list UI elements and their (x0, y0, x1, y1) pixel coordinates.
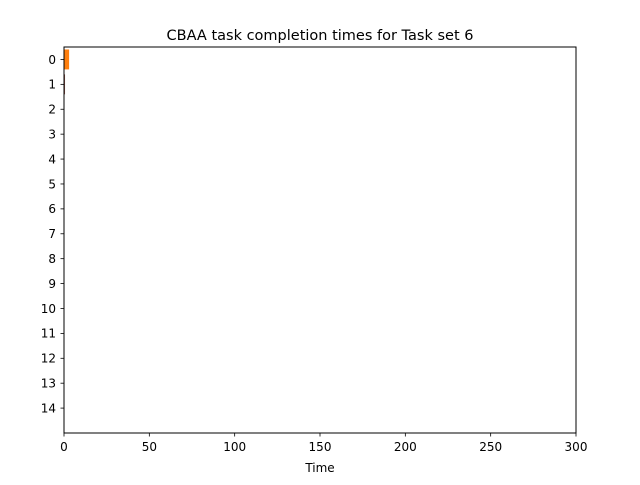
y-tick-label: 3 (48, 127, 56, 141)
bar-task-1 (64, 74, 66, 95)
y-tick-label: 5 (48, 177, 56, 191)
y-tick-label: 2 (48, 103, 56, 117)
bars-layer (64, 49, 70, 95)
y-tick-label: 13 (41, 376, 56, 390)
x-tick-label: 0 (60, 440, 68, 454)
x-tick-label: 250 (479, 440, 502, 454)
x-tick-label: 150 (309, 440, 332, 454)
y-tick-label: 8 (48, 252, 56, 266)
y-tick-label: 11 (41, 327, 56, 341)
x-tick-label: 300 (565, 440, 588, 454)
y-tick-label: 9 (48, 277, 56, 291)
x-axis-label: Time (304, 461, 334, 475)
x-tick-label: 100 (223, 440, 246, 454)
y-tick-label: 4 (48, 152, 56, 166)
y-tick-label: 6 (48, 202, 56, 216)
y-tick-label: 0 (48, 53, 56, 67)
y-tick-label: 1 (48, 78, 56, 92)
y-tick-label: 12 (41, 352, 56, 366)
bar-task-0 (64, 49, 70, 70)
y-tick-label: 14 (41, 401, 56, 415)
y-tick-label: 10 (41, 302, 56, 316)
plot-frame (63, 46, 577, 434)
y-tick-label: 7 (48, 227, 56, 241)
x-ticks: 0 50 100 150 200 250 300 (60, 433, 587, 454)
x-tick-label: 200 (394, 440, 417, 454)
chart-title: CBAA task completion times for Task set … (167, 28, 474, 44)
x-tick-label: 50 (142, 440, 157, 454)
